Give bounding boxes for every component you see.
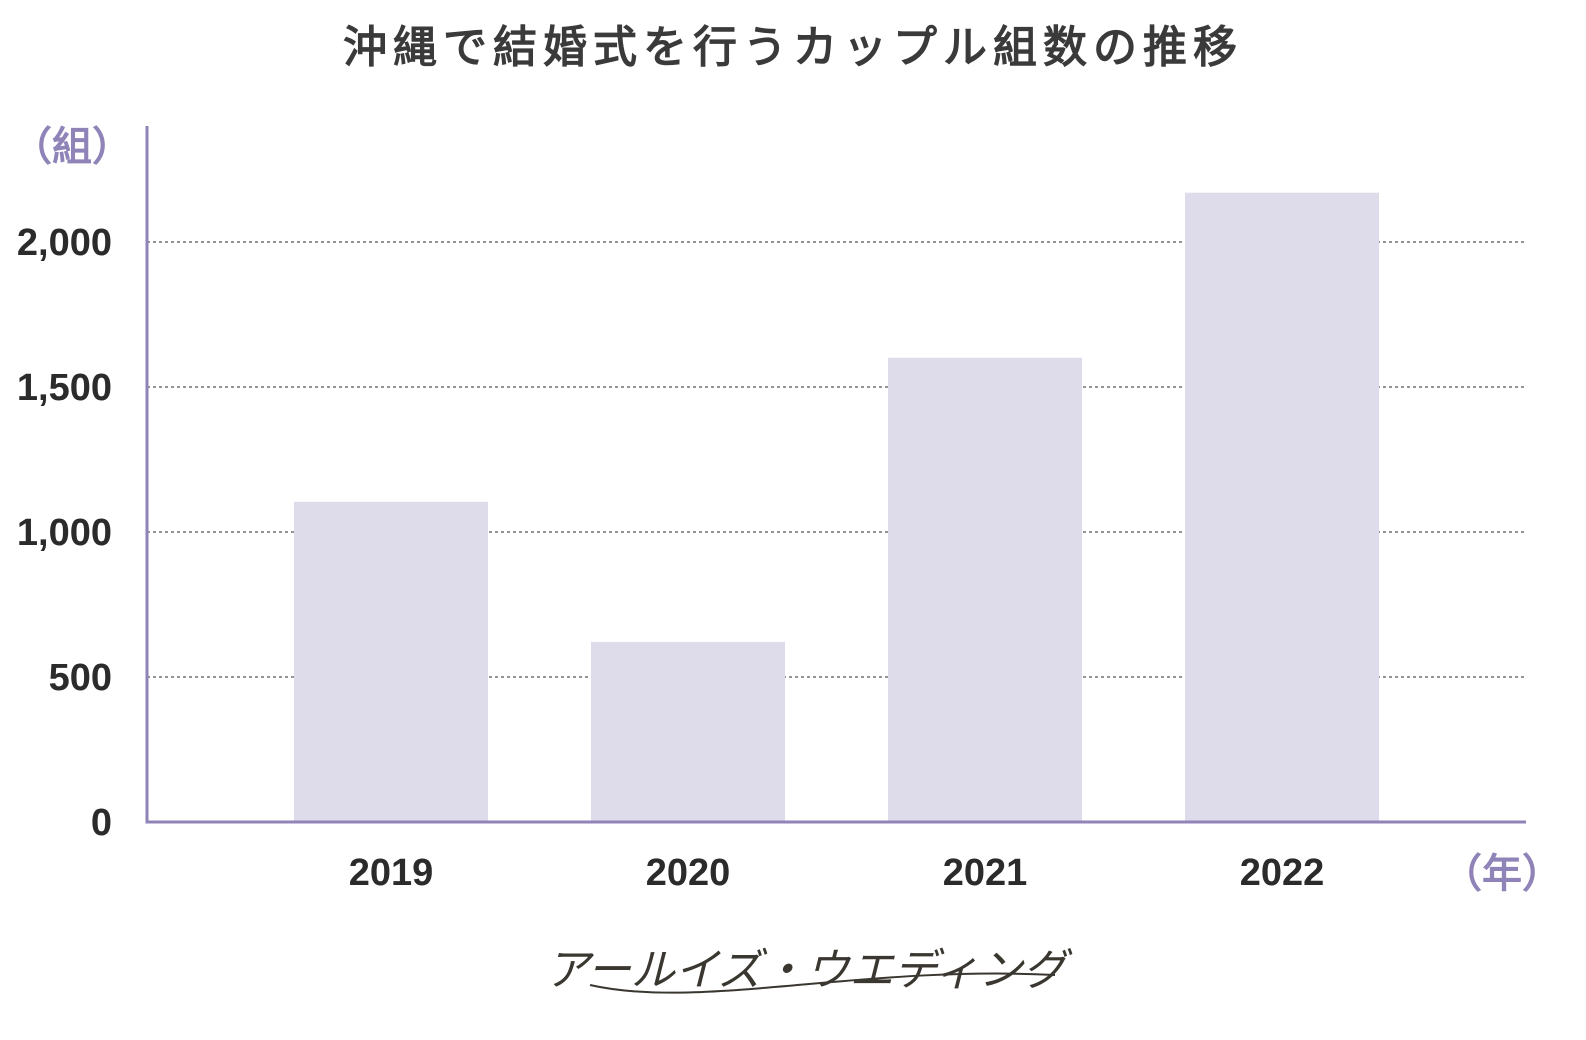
y-tick-label: 2,000	[17, 222, 112, 264]
bar-2021	[888, 357, 1082, 822]
axes	[145, 126, 1526, 824]
x-tick-label: 2019	[349, 852, 434, 894]
x-axis-unit-label: （年）	[1442, 851, 1562, 897]
bars	[294, 192, 1379, 822]
x-tick-label: 2020	[646, 852, 731, 894]
x-tick-label: 2022	[1240, 852, 1325, 894]
y-tick-label: 500	[49, 657, 112, 699]
y-tick-label: 1,500	[17, 367, 112, 409]
y-axis-unit-label: （組）	[12, 124, 132, 170]
chart-title: 沖縄で結婚式を行うカップル組数の推移	[343, 22, 1243, 73]
y-tick-label: 0	[91, 802, 112, 844]
bar-2022	[1185, 192, 1379, 822]
bar-2020	[591, 641, 785, 822]
bar-2019	[294, 501, 488, 822]
brand-logo: アールイズ・ウエディング	[546, 945, 1073, 996]
y-tick-label: 1,000	[17, 512, 112, 554]
y-tick-labels: 0 500 1,000 1,500 2,000	[17, 222, 112, 844]
brand-logo-text: アールイズ・ウエディング	[546, 945, 1073, 996]
x-tick-labels: 2019 2020 2021 2022	[349, 852, 1325, 894]
logo-swash	[589, 972, 1056, 994]
x-tick-label: 2021	[943, 852, 1028, 894]
